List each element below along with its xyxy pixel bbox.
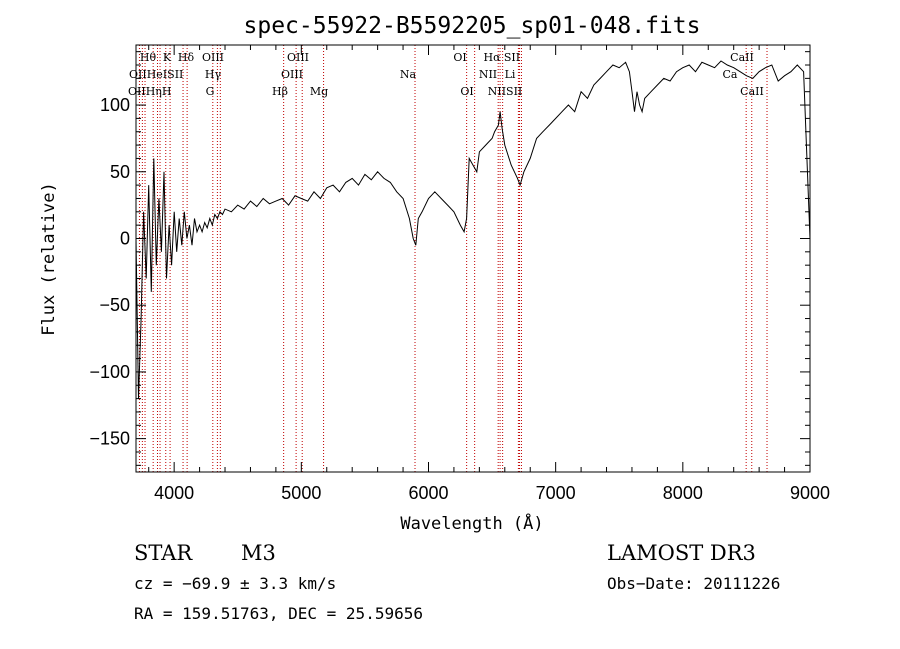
- line-label-row1: OIII: [202, 51, 224, 64]
- line-label-row3: CaII: [740, 85, 764, 98]
- emission-line-labels: Hθ K Hδ OIII OIII OI Hα SII CaII OIIHeISII Hγ OIII N…: [128, 51, 764, 98]
- line-label-row1: Hα: [483, 51, 501, 64]
- line-label-row3: Hβ: [272, 85, 288, 98]
- line-label-row3: OI: [460, 85, 473, 98]
- x-tick-label: 5000: [281, 483, 321, 503]
- line-label-row1: OIII: [287, 51, 309, 64]
- y-tick-label: 0: [120, 228, 130, 248]
- observation-date: Obs−Date: 20111226: [607, 574, 780, 593]
- y-axis-label: Flux (relative): [39, 182, 59, 336]
- redshift-cz: cz = −69.9 ± 3.3 km/s: [134, 574, 336, 593]
- emission-line-markers: [138, 45, 768, 472]
- line-label-row3: NIISII: [488, 85, 523, 98]
- line-label-row2: Na: [400, 68, 417, 81]
- line-label-row2: OIII: [281, 68, 303, 81]
- y-tick-label: −50: [99, 295, 130, 315]
- flux-series-line: [135, 60, 811, 399]
- line-label-row1: Hδ: [178, 51, 195, 64]
- x-axis-ticks: 4000 5000 6000 7000 8000 9000: [148, 45, 830, 503]
- line-label-row1: K: [163, 51, 172, 64]
- y-axis-ticks: −150 −100 −50 0 50 100: [89, 51, 810, 466]
- line-label-row2: Ca: [723, 68, 738, 81]
- x-axis-label: Wavelength (Å): [400, 512, 543, 534]
- survey-name: LAMOST DR3: [607, 541, 756, 565]
- line-label-row3-left: OIIHηH: [128, 85, 171, 98]
- line-label-row1: CaII: [730, 51, 754, 64]
- line-label-row2: Li: [505, 68, 516, 81]
- object-subclass: M3: [241, 541, 276, 565]
- line-label-row1: OI: [453, 51, 466, 64]
- line-label-row1: SII: [504, 51, 520, 64]
- y-tick-label: −100: [89, 362, 130, 382]
- chart-title: spec-55922-B5592205_sp01-048.fits: [244, 13, 701, 39]
- coordinates: RA = 159.51763, DEC = 25.59656: [134, 604, 423, 623]
- line-label-row2: Hγ: [205, 68, 222, 81]
- x-tick-label: 6000: [408, 483, 448, 503]
- plot-frame: [135, 44, 811, 473]
- line-label-row3: G: [206, 85, 215, 98]
- x-tick-label: 9000: [790, 483, 830, 503]
- line-label-row2-left: OIIHeISII: [129, 68, 183, 81]
- y-tick-label: 50: [110, 162, 130, 182]
- y-tick-label: −150: [89, 429, 130, 449]
- line-label-row1: Hθ: [140, 51, 157, 64]
- x-tick-label: 8000: [663, 483, 703, 503]
- y-tick-label: 100: [100, 95, 130, 115]
- x-tick-label: 7000: [536, 483, 576, 503]
- object-class: STAR: [134, 541, 193, 565]
- line-label-row3: Mg: [310, 85, 328, 98]
- x-tick-label: 4000: [154, 483, 194, 503]
- line-label-row2: NII: [479, 68, 497, 81]
